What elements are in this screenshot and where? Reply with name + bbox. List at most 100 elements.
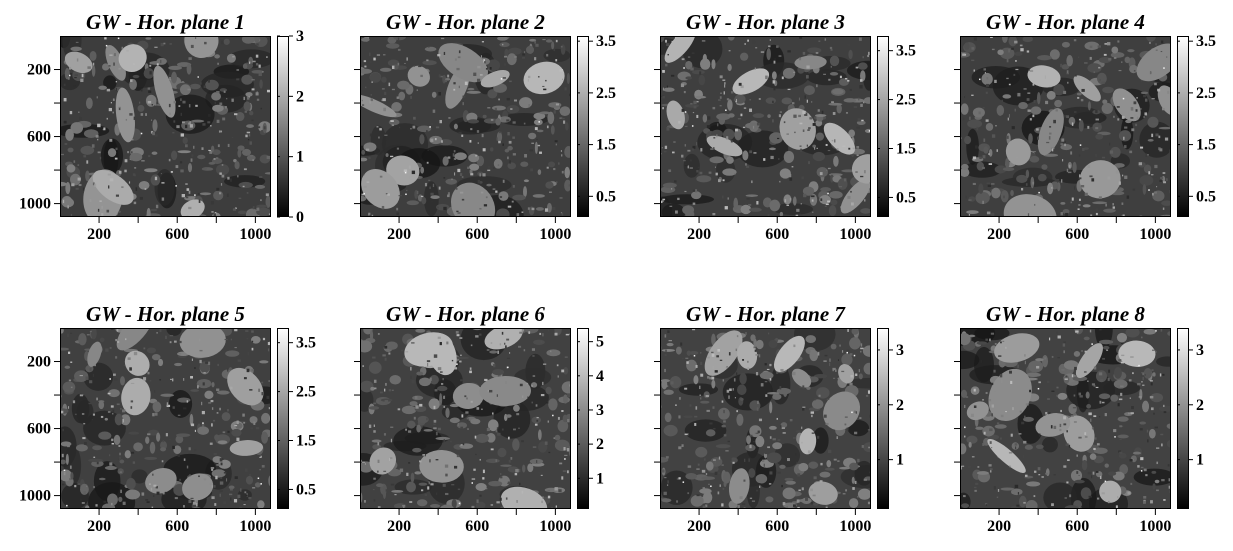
x-tick-label: 600 (165, 226, 189, 243)
plot-frame (360, 36, 571, 217)
colorbar-tick-label: 2 (296, 88, 304, 105)
x-tick-label: 1000 (539, 518, 571, 535)
y-tick-label: 1000 (19, 488, 51, 505)
panel-title: GW - Hor. plane 4 (986, 10, 1145, 34)
panel-title: GW - Hor. plane 8 (986, 302, 1145, 326)
plot-frame (960, 328, 1171, 509)
x-tick-label: 600 (165, 518, 189, 535)
colorbar (577, 36, 589, 217)
colorbar-tick-label: 3 (596, 402, 604, 419)
plot-frame (60, 328, 271, 509)
colorbar-tick-label: 1 (896, 452, 904, 469)
colorbar-tick-label: 2.5 (596, 85, 616, 102)
colorbar (877, 36, 889, 217)
colorbar-tick-label: 3 (896, 342, 904, 359)
x-tick-label: 1000 (839, 518, 871, 535)
colorbar (277, 36, 289, 217)
colorbar-tick-label: 5 (596, 334, 604, 351)
colorbar-tick-label: 3.5 (596, 33, 616, 50)
heatmap-texture (360, 328, 571, 509)
x-tick-label: 200 (87, 226, 111, 243)
x-tick-label: 1000 (1139, 518, 1171, 535)
colorbar-tick-label: 2 (1196, 397, 1204, 414)
colorbar-tick-label: 1.5 (896, 141, 916, 158)
heatmap-texture (60, 36, 271, 217)
colorbar-tick-label: 2.5 (296, 384, 316, 401)
colorbar-tick-label: 1 (596, 470, 604, 487)
panel-3: GW - Hor. plane 3 200 600 1000 0.5 1.5 2.5 3.5 (654, 10, 916, 243)
panel-4: GW - Hor. plane 4 200 600 1000 0.5 1.5 2.5 3.5 (954, 10, 1216, 243)
panel-title: GW - Hor. plane 7 (686, 302, 846, 326)
plot-frame (960, 36, 1171, 217)
plot-frame (660, 328, 871, 509)
colorbar-tick-label: 0.5 (896, 189, 916, 206)
x-tick-label: 200 (387, 518, 411, 535)
x-tick-label: 200 (687, 518, 711, 535)
heatmap-texture (960, 328, 1171, 509)
colorbar-tick-label: 3.5 (1196, 33, 1216, 50)
x-tick-label: 200 (687, 226, 711, 243)
colorbar-tick-label: 2.5 (896, 92, 916, 109)
panel-1: GW - Hor. plane 1 200 600 1000 200 600 1000 0 1 2… (19, 10, 304, 243)
x-tick-label: 1000 (1139, 226, 1171, 243)
colorbar-tick-label: 3 (296, 28, 304, 45)
x-tick-label: 600 (765, 226, 789, 243)
plot-frame (660, 36, 871, 217)
panel-title: GW - Hor. plane 6 (386, 302, 545, 326)
x-tick-label: 1000 (539, 226, 571, 243)
colorbar-tick-label: 1.5 (596, 137, 616, 154)
x-tick-label: 600 (465, 226, 489, 243)
colorbar-frame (877, 36, 889, 217)
colorbar-frame (1177, 328, 1189, 509)
colorbar-frame (577, 328, 589, 509)
y-tick-label: 600 (27, 129, 51, 146)
colorbar (1177, 36, 1189, 217)
plot-frame (360, 328, 571, 509)
colorbar-frame (277, 36, 289, 217)
colorbar-tick-label: 1.5 (1196, 137, 1216, 154)
x-tick-label: 200 (87, 518, 111, 535)
colorbar (877, 328, 889, 509)
colorbar-tick-label: 3.5 (896, 43, 916, 60)
panel-2: GW - Hor. plane 2 200 600 1000 0.5 1.5 2.5 3.5 (354, 10, 616, 243)
panel-7: GW - Hor. plane 7 200 600 1000 1 2 3 (654, 302, 904, 535)
x-tick-label: 600 (1065, 518, 1089, 535)
panel-8: GW - Hor. plane 8 200 600 1000 1 2 3 (954, 302, 1204, 535)
colorbar (1177, 328, 1189, 509)
x-tick-label: 1000 (839, 226, 871, 243)
colorbar-tick-label: 2 (896, 397, 904, 414)
panel-title: GW - Hor. plane 3 (686, 10, 845, 34)
colorbar-tick-label: 1 (1196, 452, 1204, 469)
colorbar-frame (277, 328, 289, 509)
heatmap-texture (360, 36, 571, 217)
colorbar-tick-label: 1.5 (296, 433, 316, 450)
colorbar-tick-label: 0.5 (596, 188, 616, 205)
plot-frame (60, 36, 271, 217)
x-tick-label: 600 (465, 518, 489, 535)
y-tick-label: 1000 (19, 196, 51, 213)
colorbar-frame (1177, 36, 1189, 217)
colorbar (277, 328, 289, 509)
heatmap-texture (660, 36, 871, 217)
panel-title: GW - Hor. plane 2 (386, 10, 545, 34)
colorbar-tick-label: 0.5 (296, 481, 316, 498)
panel-6: GW - Hor. plane 6 200 600 1000 1 2 3 4 5 (354, 302, 604, 535)
x-tick-label: 200 (987, 226, 1011, 243)
x-tick-label: 200 (387, 226, 411, 243)
colorbar-frame (577, 36, 589, 217)
colorbar-tick-label: 0 (296, 209, 304, 226)
panel-5: GW - Hor. plane 5 200 600 1000 200 600 1000 0.5… (19, 302, 316, 535)
panel-title: GW - Hor. plane 5 (86, 302, 245, 326)
colorbar (577, 328, 589, 509)
colorbar-frame (877, 328, 889, 509)
y-tick-label: 600 (27, 421, 51, 438)
colorbar-tick-label: 2.5 (1196, 85, 1216, 102)
colorbar-tick-label: 1 (296, 149, 304, 166)
colorbar-tick-label: 4 (596, 368, 604, 385)
x-tick-label: 1000 (239, 518, 271, 535)
heatmap-texture (660, 328, 871, 509)
heatmap-texture (960, 36, 1171, 217)
colorbar-tick-label: 0.5 (1196, 188, 1216, 205)
colorbar-tick-label: 3.5 (296, 335, 316, 352)
x-tick-label: 1000 (239, 226, 271, 243)
